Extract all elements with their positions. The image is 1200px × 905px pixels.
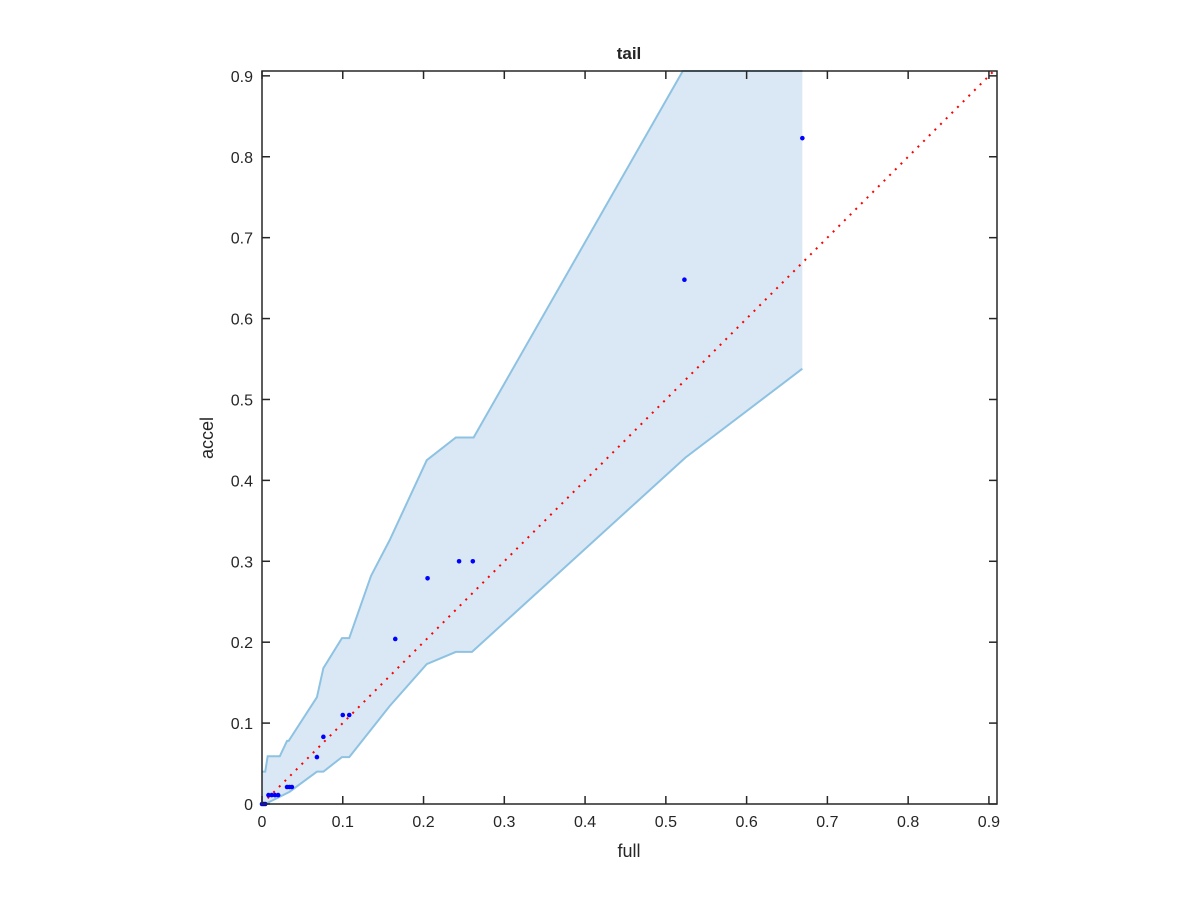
y-tick-label: 0 (244, 797, 253, 814)
x-tick-label: 0.8 (897, 814, 919, 831)
data-point (321, 734, 326, 740)
y-tick-label: 0.4 (231, 473, 253, 490)
x-tick-label: 0.4 (574, 814, 596, 831)
y-tick-label: 0.1 (231, 716, 253, 733)
data-point (392, 636, 398, 642)
x-tick-label: 0.2 (412, 814, 434, 831)
y-tick-label: 0.6 (231, 312, 253, 329)
x-tick-label: 0.9 (978, 814, 1000, 831)
axes-box (261, 70, 998, 805)
x-tick-label: 0.6 (735, 814, 757, 831)
data-point (425, 575, 430, 581)
band-lower-edge (262, 367, 803, 805)
y-tick-label: 0.8 (231, 150, 253, 167)
x-axis-label: full (617, 841, 640, 861)
data-point (289, 784, 295, 790)
chart-title: tail (617, 44, 642, 63)
x-tick-label: 0.5 (655, 814, 677, 831)
y-tick-label: 0.3 (231, 554, 253, 571)
y-tick-label: 0.2 (231, 635, 253, 652)
y-tick-label: 0.7 (231, 231, 253, 248)
x-tick-label: 0.1 (332, 814, 354, 831)
y-tick-label: 0.5 (231, 392, 253, 409)
data-point (269, 792, 274, 798)
data-point (470, 558, 476, 564)
data-point (456, 558, 462, 564)
y-axis-label: accel (197, 417, 217, 459)
data-point (340, 712, 346, 718)
data-point (346, 712, 352, 718)
y-tick-label: 0.9 (231, 69, 253, 86)
confidence-band (262, 71, 803, 804)
data-point (800, 135, 805, 141)
x-tick-label: 0.3 (493, 814, 515, 831)
data-point (266, 792, 271, 798)
data-point (314, 754, 320, 760)
data-point (275, 792, 281, 798)
data-point (682, 277, 687, 283)
x-tick-label: 0 (258, 814, 267, 831)
band-upper-edge (262, 70, 803, 773)
x-tick-label: 0.7 (816, 814, 838, 831)
data-point (272, 792, 278, 798)
